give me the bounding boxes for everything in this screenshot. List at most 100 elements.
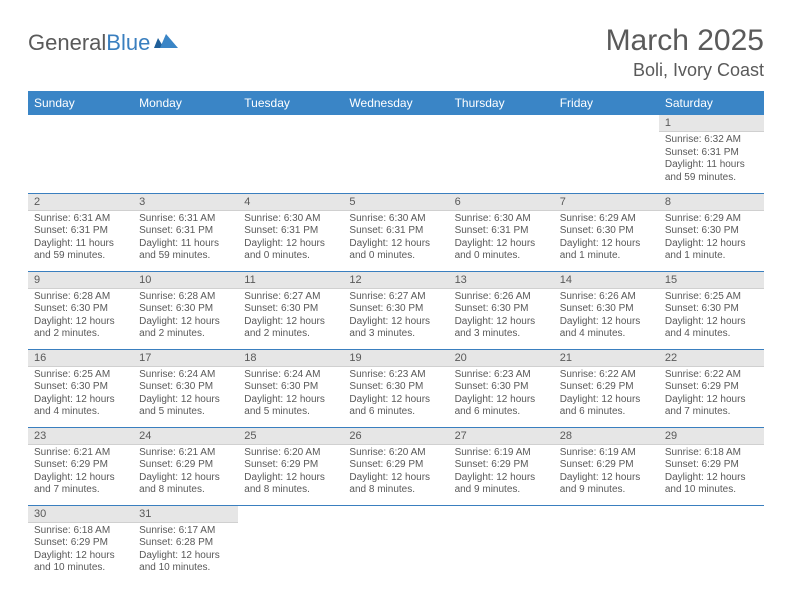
day-details: Sunrise: 6:20 AMSunset: 6:29 PMDaylight:…: [343, 445, 448, 501]
calendar-cell: 2Sunrise: 6:31 AMSunset: 6:31 PMDaylight…: [28, 193, 133, 271]
calendar-cell: 9Sunrise: 6:28 AMSunset: 6:30 PMDaylight…: [28, 271, 133, 349]
day-details: Sunrise: 6:18 AMSunset: 6:29 PMDaylight:…: [659, 445, 764, 501]
day-details: Sunrise: 6:24 AMSunset: 6:30 PMDaylight:…: [133, 367, 238, 423]
sunrise-text: Sunrise: 6:18 AM: [665, 447, 758, 460]
calendar-cell: 23Sunrise: 6:21 AMSunset: 6:29 PMDayligh…: [28, 427, 133, 505]
day-details: Sunrise: 6:26 AMSunset: 6:30 PMDaylight:…: [449, 289, 554, 345]
sunset-text: Sunset: 6:30 PM: [244, 303, 337, 316]
daylight-text: Daylight: 12 hours and 5 minutes.: [244, 394, 337, 419]
daylight-text: Daylight: 11 hours and 59 minutes.: [34, 238, 127, 263]
daylight-text: Daylight: 12 hours and 9 minutes.: [560, 472, 653, 497]
calendar-cell: 12Sunrise: 6:27 AMSunset: 6:30 PMDayligh…: [343, 271, 448, 349]
calendar-cell: 4Sunrise: 6:30 AMSunset: 6:31 PMDaylight…: [238, 193, 343, 271]
title-block: March 2025 Boli, Ivory Coast: [606, 24, 764, 81]
day-header-row: SundayMondayTuesdayWednesdayThursdayFrid…: [28, 91, 764, 115]
sunset-text: Sunset: 6:29 PM: [665, 459, 758, 472]
calendar-cell: 30Sunrise: 6:18 AMSunset: 6:29 PMDayligh…: [28, 505, 133, 583]
sunset-text: Sunset: 6:29 PM: [455, 459, 548, 472]
sunset-text: Sunset: 6:30 PM: [665, 303, 758, 316]
day-header: Tuesday: [238, 91, 343, 115]
sunrise-text: Sunrise: 6:26 AM: [560, 291, 653, 304]
day-details: Sunrise: 6:28 AMSunset: 6:30 PMDaylight:…: [28, 289, 133, 345]
calendar-cell: ..: [238, 505, 343, 583]
day-details: Sunrise: 6:20 AMSunset: 6:29 PMDaylight:…: [238, 445, 343, 501]
sunrise-text: Sunrise: 6:32 AM: [665, 134, 758, 147]
sunrise-text: Sunrise: 6:25 AM: [665, 291, 758, 304]
day-details: Sunrise: 6:31 AMSunset: 6:31 PMDaylight:…: [28, 211, 133, 267]
day-number: 5: [343, 194, 448, 211]
sunset-text: Sunset: 6:29 PM: [34, 537, 127, 550]
sunrise-text: Sunrise: 6:22 AM: [665, 369, 758, 382]
day-number: 18: [238, 350, 343, 367]
calendar-cell: ..: [449, 115, 554, 193]
day-details: Sunrise: 6:17 AMSunset: 6:28 PMDaylight:…: [133, 523, 238, 579]
sunset-text: Sunset: 6:29 PM: [34, 459, 127, 472]
day-details: Sunrise: 6:19 AMSunset: 6:29 PMDaylight:…: [554, 445, 659, 501]
sunrise-text: Sunrise: 6:30 AM: [349, 213, 442, 226]
day-number: 28: [554, 428, 659, 445]
calendar-cell: 21Sunrise: 6:22 AMSunset: 6:29 PMDayligh…: [554, 349, 659, 427]
daylight-text: Daylight: 12 hours and 10 minutes.: [665, 472, 758, 497]
calendar-cell: 16Sunrise: 6:25 AMSunset: 6:30 PMDayligh…: [28, 349, 133, 427]
day-number: 8: [659, 194, 764, 211]
sunset-text: Sunset: 6:31 PM: [34, 225, 127, 238]
calendar-cell: 14Sunrise: 6:26 AMSunset: 6:30 PMDayligh…: [554, 271, 659, 349]
sunrise-text: Sunrise: 6:27 AM: [244, 291, 337, 304]
calendar-cell: ..: [133, 115, 238, 193]
calendar-cell: 5Sunrise: 6:30 AMSunset: 6:31 PMDaylight…: [343, 193, 448, 271]
calendar-cell: 24Sunrise: 6:21 AMSunset: 6:29 PMDayligh…: [133, 427, 238, 505]
sunrise-text: Sunrise: 6:19 AM: [560, 447, 653, 460]
daylight-text: Daylight: 12 hours and 1 minute.: [560, 238, 653, 263]
day-number: 17: [133, 350, 238, 367]
sunset-text: Sunset: 6:31 PM: [665, 147, 758, 160]
sunset-text: Sunset: 6:28 PM: [139, 537, 232, 550]
daylight-text: Daylight: 12 hours and 4 minutes.: [560, 316, 653, 341]
day-details: Sunrise: 6:29 AMSunset: 6:30 PMDaylight:…: [554, 211, 659, 267]
sunset-text: Sunset: 6:29 PM: [244, 459, 337, 472]
daylight-text: Daylight: 12 hours and 6 minutes.: [349, 394, 442, 419]
calendar-cell: ..: [28, 115, 133, 193]
calendar-row: 16Sunrise: 6:25 AMSunset: 6:30 PMDayligh…: [28, 349, 764, 427]
sunset-text: Sunset: 6:29 PM: [139, 459, 232, 472]
day-details: Sunrise: 6:32 AMSunset: 6:31 PMDaylight:…: [659, 132, 764, 188]
sunset-text: Sunset: 6:29 PM: [560, 459, 653, 472]
day-header: Wednesday: [343, 91, 448, 115]
day-number: 2: [28, 194, 133, 211]
calendar-cell: 20Sunrise: 6:23 AMSunset: 6:30 PMDayligh…: [449, 349, 554, 427]
calendar-cell: ..: [343, 115, 448, 193]
day-header: Saturday: [659, 91, 764, 115]
daylight-text: Daylight: 12 hours and 7 minutes.: [34, 472, 127, 497]
calendar-cell: 18Sunrise: 6:24 AMSunset: 6:30 PMDayligh…: [238, 349, 343, 427]
daylight-text: Daylight: 12 hours and 9 minutes.: [455, 472, 548, 497]
daylight-text: Daylight: 12 hours and 10 minutes.: [34, 550, 127, 575]
day-number: 11: [238, 272, 343, 289]
daylight-text: Daylight: 12 hours and 4 minutes.: [665, 316, 758, 341]
day-details: Sunrise: 6:26 AMSunset: 6:30 PMDaylight:…: [554, 289, 659, 345]
daylight-text: Daylight: 12 hours and 2 minutes.: [139, 316, 232, 341]
calendar-cell: 31Sunrise: 6:17 AMSunset: 6:28 PMDayligh…: [133, 505, 238, 583]
sunrise-text: Sunrise: 6:29 AM: [665, 213, 758, 226]
calendar-cell: 8Sunrise: 6:29 AMSunset: 6:30 PMDaylight…: [659, 193, 764, 271]
day-details: Sunrise: 6:22 AMSunset: 6:29 PMDaylight:…: [554, 367, 659, 423]
sunrise-text: Sunrise: 6:18 AM: [34, 525, 127, 538]
sunrise-text: Sunrise: 6:31 AM: [139, 213, 232, 226]
day-header: Thursday: [449, 91, 554, 115]
calendar-cell: 3Sunrise: 6:31 AMSunset: 6:31 PMDaylight…: [133, 193, 238, 271]
day-header: Monday: [133, 91, 238, 115]
calendar-cell: ..: [238, 115, 343, 193]
day-details: Sunrise: 6:27 AMSunset: 6:30 PMDaylight:…: [238, 289, 343, 345]
sunset-text: Sunset: 6:29 PM: [560, 381, 653, 394]
daylight-text: Daylight: 12 hours and 6 minutes.: [560, 394, 653, 419]
sunset-text: Sunset: 6:30 PM: [34, 303, 127, 316]
brand-part1: General: [28, 30, 106, 56]
day-number: 27: [449, 428, 554, 445]
day-number: 4: [238, 194, 343, 211]
day-details: Sunrise: 6:30 AMSunset: 6:31 PMDaylight:…: [238, 211, 343, 267]
day-number: 25: [238, 428, 343, 445]
calendar-cell: ..: [659, 505, 764, 583]
calendar-cell: 26Sunrise: 6:20 AMSunset: 6:29 PMDayligh…: [343, 427, 448, 505]
day-details: Sunrise: 6:31 AMSunset: 6:31 PMDaylight:…: [133, 211, 238, 267]
sunset-text: Sunset: 6:30 PM: [139, 303, 232, 316]
day-details: Sunrise: 6:28 AMSunset: 6:30 PMDaylight:…: [133, 289, 238, 345]
calendar-cell: ..: [449, 505, 554, 583]
